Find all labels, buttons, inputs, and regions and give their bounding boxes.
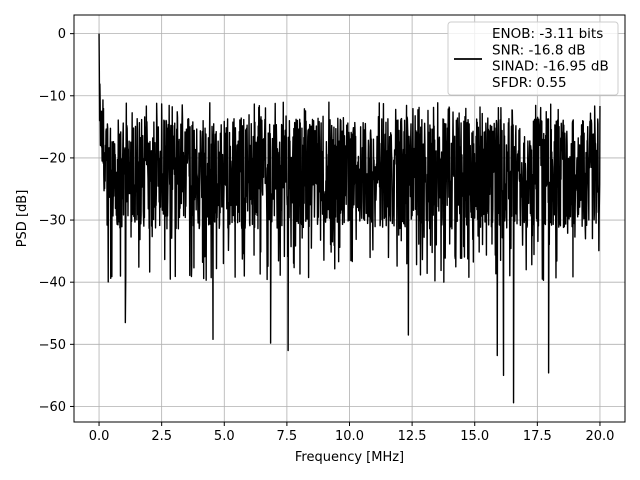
x-tick-label: 0.0	[89, 429, 110, 444]
y-tick-label: −30	[39, 214, 66, 229]
x-axis-label: Frequency [MHz]	[295, 450, 404, 465]
y-tick-label: 0	[58, 27, 66, 42]
x-tick-label: 2.5	[151, 429, 172, 444]
legend-line-sfdr: SFDR: 0.55	[492, 75, 567, 91]
y-axis: 0 −10 −20 −30 −40 −50 −60	[39, 27, 74, 415]
y-tick-label: −10	[39, 89, 66, 104]
x-tick-label: 20.0	[585, 429, 614, 444]
legend-line-snr: SNR: -16.8 dB	[492, 42, 586, 58]
x-tick-label: 7.5	[277, 429, 298, 444]
y-tick-label: −40	[39, 276, 66, 291]
x-tick-label: 5.0	[214, 429, 235, 444]
y-tick-label: −20	[39, 151, 66, 166]
legend-line-sinad: SINAD: -16.95 dB	[492, 59, 609, 75]
legend-box	[447, 21, 619, 96]
x-tick-label: 17.5	[523, 429, 552, 444]
legend-line-enob: ENOB: -3.11 bits	[492, 26, 603, 42]
x-axis: 0.0 2.5 5.0 7.5 10.0 12.5 15.0 17.5 20.0	[89, 422, 614, 444]
y-tick-label: −50	[39, 338, 66, 353]
legend: ENOB: -3.11 bits SNR: -16.8 dB SINAD: -1…	[447, 21, 619, 96]
y-tick-label: −60	[39, 400, 66, 415]
x-tick-label: 10.0	[335, 429, 364, 444]
x-tick-label: 15.0	[460, 429, 489, 444]
psd-series-line	[98, 33, 601, 404]
series-layer	[98, 33, 601, 404]
y-axis-label: PSD [dB]	[15, 190, 30, 248]
x-tick-label: 12.5	[398, 429, 427, 444]
